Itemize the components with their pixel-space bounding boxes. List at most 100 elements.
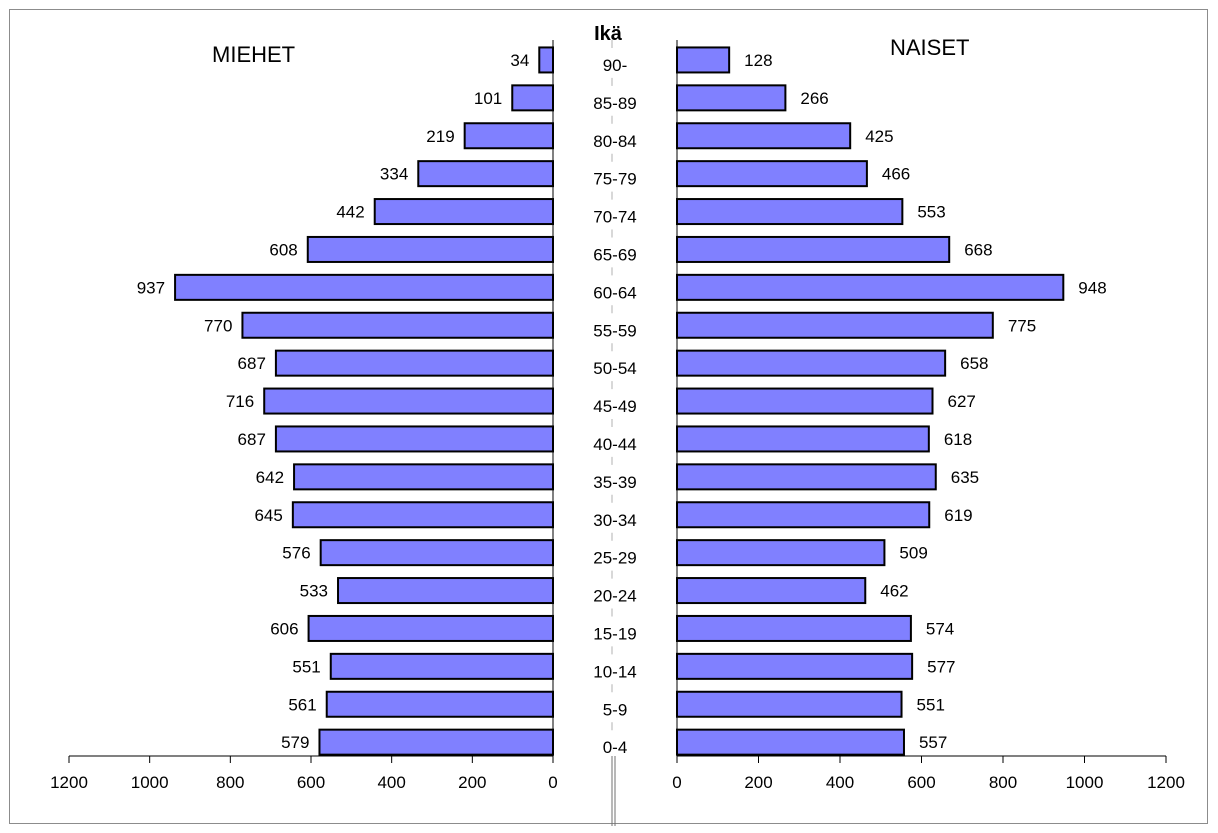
bar-miehet-60_to_64 <box>174 273 554 301</box>
age-label-5_to_9: 5-9 <box>603 700 628 719</box>
bar-miehet-15_to_19 <box>307 614 554 642</box>
bar-miehet-5_to_9 <box>325 690 555 718</box>
center-axis-title: Ikä <box>594 23 623 45</box>
age-label-25_to_29: 25-29 <box>593 549 636 568</box>
age-label-70_to_74: 70-74 <box>593 208 636 227</box>
left-axis-tick-label-800: 800 <box>216 773 244 792</box>
age-label-50_to_54: 50-54 <box>593 359 636 378</box>
data-label-naiset-55_to_59: 775 <box>1008 316 1036 335</box>
data-label-miehet-80_to_84: 219 <box>426 127 454 146</box>
bar-naiset-5_to_9 <box>676 690 903 718</box>
age-label-35_to_39: 35-39 <box>593 473 636 492</box>
bar-naiset-80_to_84 <box>676 122 852 150</box>
right-axis-tick-label-1200: 1200 <box>1147 773 1185 792</box>
right-axis-tick-label-800: 800 <box>989 773 1017 792</box>
data-label-naiset-60_to_64: 948 <box>1078 278 1106 297</box>
bar-naiset-45_to_49 <box>676 387 934 415</box>
data-label-miehet-90_plus: 34 <box>510 51 529 70</box>
data-label-naiset-35_to_39: 635 <box>951 468 979 487</box>
data-label-naiset-20_to_24: 462 <box>880 582 908 601</box>
bar-naiset-10_to_14 <box>676 652 914 680</box>
bar-naiset-40_to_44 <box>676 425 930 453</box>
chart-frame <box>9 9 1208 824</box>
age-label-60_to_64: 60-64 <box>593 283 636 302</box>
data-label-naiset-15_to_19: 574 <box>926 619 954 638</box>
bar-naiset-60_to_64 <box>676 273 1065 301</box>
data-label-naiset-50_to_54: 658 <box>960 354 988 373</box>
bar-miehet-65_to_69 <box>306 235 555 263</box>
bar-miehet-75_to_79 <box>417 160 554 188</box>
age-label-15_to_19: 15-19 <box>593 624 636 643</box>
bar-miehet-50_to_54 <box>274 349 554 377</box>
data-label-naiset-45_to_49: 627 <box>948 392 976 411</box>
bar-miehet-45_to_49 <box>263 387 554 415</box>
left-axis-tick-label-0: 0 <box>548 773 557 792</box>
data-label-miehet-60_to_64: 937 <box>137 278 165 297</box>
data-label-miehet-75_to_79: 334 <box>380 165 408 184</box>
right-axis-tick-label-200: 200 <box>744 773 772 792</box>
left-axis-tick-label-1200: 1200 <box>50 773 88 792</box>
data-label-miehet-45_to_49: 716 <box>226 392 254 411</box>
bar-naiset-0_to_4 <box>676 728 905 756</box>
data-label-naiset-80_to_84: 425 <box>865 127 893 146</box>
left-axis-tick-label-1000: 1000 <box>131 773 169 792</box>
bar-miehet-20_to_24 <box>337 577 555 605</box>
age-label-20_to_24: 20-24 <box>593 587 636 606</box>
bar-miehet-80_to_84 <box>463 122 555 150</box>
bar-naiset-70_to_74 <box>676 198 904 226</box>
data-label-naiset-30_to_34: 619 <box>944 506 972 525</box>
labels-layer: 34 128 90- 101 266 85-89 219 425 80-84 334 466 75-7… <box>50 51 1185 792</box>
right-axis-tick-label-0: 0 <box>672 773 681 792</box>
bar-naiset-65_to_69 <box>676 235 951 263</box>
bar-naiset-55_to_59 <box>676 311 994 339</box>
data-label-naiset-75_to_79: 466 <box>882 165 910 184</box>
data-label-miehet-25_to_29: 576 <box>282 544 310 563</box>
left-axis-tick-label-200: 200 <box>458 773 486 792</box>
data-label-miehet-55_to_59: 770 <box>204 316 232 335</box>
bar-naiset-85_to_89 <box>676 84 787 112</box>
age-label-80_to_84: 80-84 <box>593 132 636 151</box>
data-label-naiset-90_plus: 128 <box>744 51 772 70</box>
right-axis-tick-label-1000: 1000 <box>1066 773 1104 792</box>
age-label-55_to_59: 55-59 <box>593 321 636 340</box>
left-series-title: MIEHET <box>212 42 295 67</box>
age-label-40_to_44: 40-44 <box>593 435 636 454</box>
data-label-naiset-5_to_9: 551 <box>917 695 945 714</box>
bar-miehet-90_plus <box>538 46 555 74</box>
data-label-miehet-65_to_69: 608 <box>269 240 297 259</box>
data-label-naiset-40_to_44: 618 <box>944 430 972 449</box>
age-label-65_to_69: 65-69 <box>593 245 636 264</box>
data-label-naiset-10_to_14: 577 <box>927 657 955 676</box>
data-label-naiset-25_to_29: 509 <box>899 544 927 563</box>
right-series-title: NAISET <box>890 35 969 60</box>
age-label-10_to_14: 10-14 <box>593 662 636 681</box>
data-label-miehet-10_to_14: 551 <box>292 657 320 676</box>
bar-naiset-20_to_24 <box>676 577 867 605</box>
bar-miehet-70_to_74 <box>373 198 554 226</box>
bar-naiset-25_to_29 <box>676 539 886 567</box>
data-label-miehet-30_to_34: 645 <box>254 506 282 525</box>
data-label-naiset-70_to_74: 553 <box>917 203 945 222</box>
bar-miehet-55_to_59 <box>241 311 555 339</box>
age-label-75_to_79: 75-79 <box>593 170 636 189</box>
data-label-miehet-40_to_44: 687 <box>238 430 266 449</box>
bar-naiset-75_to_79 <box>676 160 868 188</box>
data-label-miehet-15_to_19: 606 <box>270 619 298 638</box>
bar-miehet-10_to_14 <box>329 652 554 680</box>
data-label-miehet-50_to_54: 687 <box>238 354 266 373</box>
bar-miehet-40_to_44 <box>274 425 554 453</box>
bar-naiset-30_to_34 <box>676 501 931 529</box>
data-label-miehet-85_to_89: 101 <box>474 89 502 108</box>
right-axis-tick-label-600: 600 <box>907 773 935 792</box>
data-label-naiset-0_to_4: 557 <box>919 733 947 752</box>
data-label-naiset-65_to_69: 668 <box>964 240 992 259</box>
bar-miehet-35_to_39 <box>293 463 554 491</box>
axes-layer <box>68 40 1167 826</box>
data-label-miehet-5_to_9: 561 <box>288 695 316 714</box>
data-label-miehet-70_to_74: 442 <box>336 203 364 222</box>
bar-naiset-15_to_19 <box>676 614 912 642</box>
age-label-0_to_4: 0-4 <box>603 738 628 757</box>
bar-naiset-90_plus <box>676 46 731 74</box>
age-label-85_to_89: 85-89 <box>593 94 636 113</box>
